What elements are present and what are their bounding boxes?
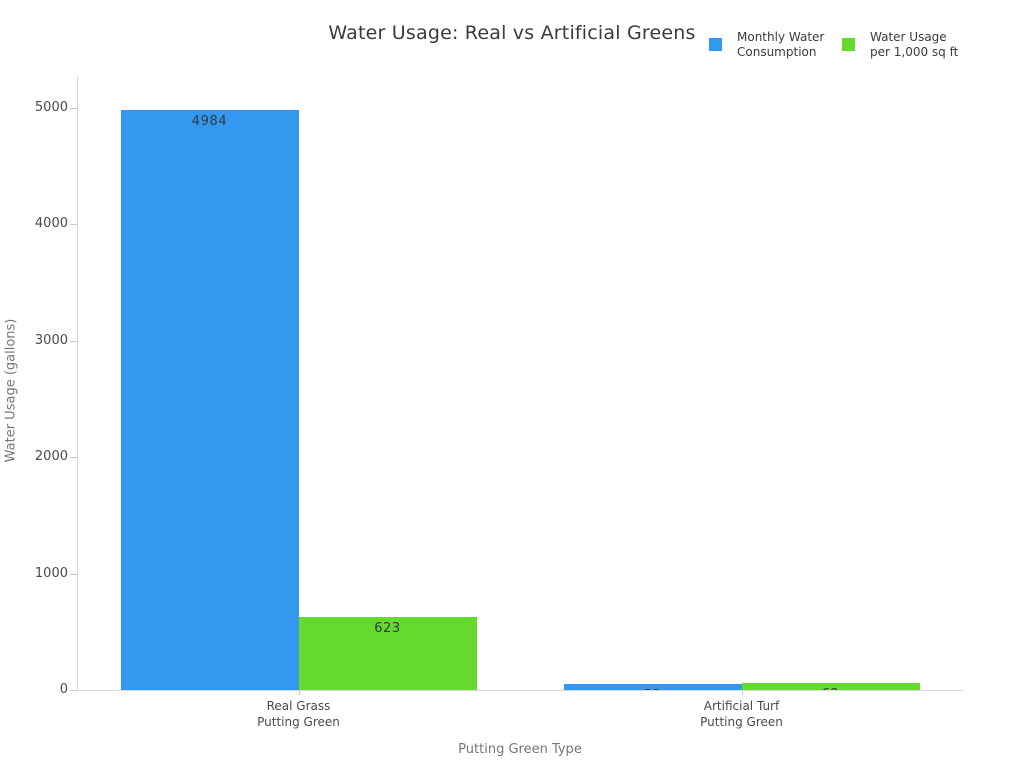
y-tick-label: 5000 xyxy=(34,100,68,115)
y-tick-label: 3000 xyxy=(34,332,68,348)
y-axis-title: Water Usage (gallons) xyxy=(3,318,19,463)
x-category-label: Artificial Turf Putting Green xyxy=(700,699,783,729)
bar-value-label: 52 xyxy=(564,688,742,690)
chart-title: Water Usage: Real vs Artificial Greens xyxy=(328,22,696,44)
y-tick-mark xyxy=(70,340,77,342)
legend-swatch-blue-icon xyxy=(709,38,722,51)
y-tick-mark xyxy=(70,573,77,575)
legend-label: Monthly Water Consumption xyxy=(737,30,825,59)
bar-value-label: 62 xyxy=(742,687,920,690)
bar-per-sqft-cat0: 623 xyxy=(298,617,477,690)
y-tick-label: 4000 xyxy=(34,216,68,232)
bar-monthly-cat0: 4984 xyxy=(120,110,299,690)
x-category-label: Real Grass Putting Green xyxy=(257,699,340,729)
y-tick-mark xyxy=(70,108,77,109)
y-tick-label: 2000 xyxy=(34,449,68,465)
y-tick-label: 0 xyxy=(59,682,68,697)
y-tick-mark xyxy=(70,690,77,691)
bar-per-sqft-cat1: 62 xyxy=(741,683,920,690)
bar-value-label: 4984 xyxy=(191,114,228,129)
bar-monthly-cat1: 52 xyxy=(563,684,742,690)
x-tick-mark xyxy=(741,690,743,695)
x-axis-line xyxy=(77,690,963,691)
y-tick-mark xyxy=(70,457,77,459)
y-tick-label: 1000 xyxy=(34,565,68,581)
x-tick-mark xyxy=(298,690,300,695)
legend-label: Water Usage per 1,000 sq ft xyxy=(870,30,959,59)
x-axis-title: Putting Green Type xyxy=(458,742,582,757)
legend-swatch-green-icon xyxy=(842,38,855,51)
y-axis-line xyxy=(77,76,78,690)
y-tick-mark xyxy=(70,224,77,226)
bar-value-label: 623 xyxy=(374,621,401,636)
